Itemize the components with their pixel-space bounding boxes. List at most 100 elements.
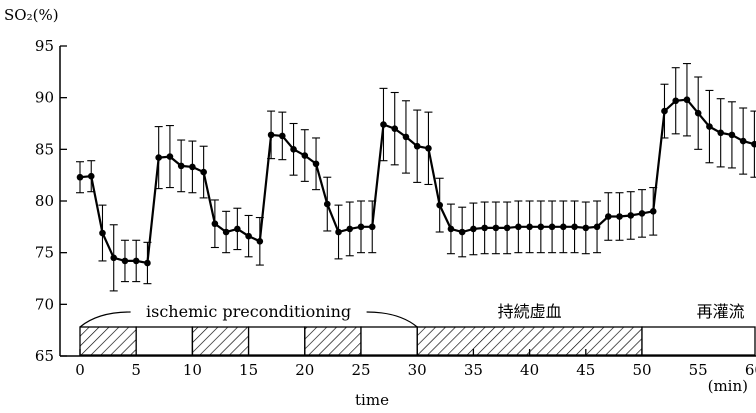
y-axis-label: SO₂(%) (4, 6, 59, 24)
data-point (661, 107, 668, 115)
x-tick-label: 15 (239, 361, 258, 379)
data-point (189, 163, 196, 171)
data-point (76, 173, 84, 181)
y-tick-label: 85 (35, 140, 54, 158)
data-point (683, 96, 691, 104)
data-point (144, 259, 151, 267)
data-points (76, 96, 756, 267)
x-tick-label: 10 (183, 361, 202, 379)
data-point (616, 213, 623, 220)
data-point (560, 223, 567, 231)
data-point (425, 145, 432, 152)
data-point (121, 257, 129, 265)
occlusion-segment (416, 326, 643, 356)
x-tick-label: 20 (295, 361, 314, 379)
x-tick-label: 50 (632, 361, 651, 379)
series-line (79, 98, 756, 265)
y-tick-label: 90 (35, 89, 54, 107)
data-point (380, 121, 387, 128)
data-point (571, 223, 578, 231)
x-tick-label: 55 (689, 361, 708, 379)
occlusion-segment (191, 326, 250, 356)
data-point (503, 224, 511, 232)
y-tick-label: 65 (35, 347, 54, 365)
x-axis-label: time (355, 391, 389, 409)
data-point (312, 160, 320, 168)
x-tick-label: 30 (408, 361, 427, 379)
data-point (234, 225, 241, 233)
data-point (99, 229, 106, 237)
data-point (413, 142, 421, 150)
data-point (132, 257, 140, 265)
data-point (256, 238, 264, 245)
data-point (751, 140, 756, 148)
data-point (402, 133, 410, 141)
occlusion-segment (79, 326, 137, 356)
x-tick-label: 60 (745, 361, 756, 379)
x-tick-label: 45 (576, 361, 595, 379)
x-tick-label: 0 (75, 361, 85, 379)
data-point (548, 223, 556, 231)
data-point (627, 212, 635, 219)
data-point (649, 208, 657, 215)
y-tick-label: 80 (35, 192, 54, 210)
data-point (177, 162, 185, 170)
data-point (110, 254, 118, 262)
data-point (290, 146, 297, 153)
protocol-bar: ischemic preconditioning 持続虚血 再灌流 (79, 302, 756, 356)
reperfusion-segment (247, 326, 306, 356)
data-point (717, 129, 724, 137)
data-point (739, 137, 747, 145)
data-point (526, 223, 533, 231)
x-tick-label: 25 (351, 361, 370, 379)
data-point (458, 228, 466, 236)
protocol-label: 再灌流 (697, 302, 745, 321)
data-point (706, 123, 713, 130)
x-tick-label: 40 (520, 361, 539, 379)
data-point (582, 224, 590, 232)
data-point (391, 125, 399, 132)
data-point (604, 213, 612, 220)
data-point (481, 224, 488, 232)
data-point (638, 210, 646, 217)
bracket-right (366, 311, 418, 328)
data-point (368, 223, 376, 231)
y-tick-label: 75 (35, 244, 54, 262)
data-point (155, 154, 162, 161)
y-tick-label: 70 (35, 295, 54, 313)
data-point (211, 220, 219, 228)
data-point (200, 168, 207, 176)
data-point (245, 232, 252, 240)
x-axis-unit: (min) (708, 377, 748, 395)
reperfusion-segment (135, 326, 194, 356)
data-point (694, 109, 702, 117)
data-point (357, 223, 365, 231)
data-point (728, 131, 736, 139)
data-point (537, 223, 545, 231)
data-point (447, 225, 455, 233)
data-point (436, 201, 443, 209)
protocol-label: ischemic preconditioning (146, 302, 351, 321)
y-ticks: 65 70 75 80 85 90 95 (35, 37, 67, 365)
data-point (279, 132, 286, 140)
bracket-left (79, 311, 131, 328)
error-bars (76, 63, 756, 292)
data-point (335, 228, 342, 236)
data-point (470, 225, 477, 233)
reperfusion-segment (641, 326, 756, 356)
protocol-label: 持続虚血 (498, 302, 562, 321)
x-tick-label: 35 (464, 361, 483, 379)
reperfusion-segment (360, 326, 418, 356)
data-point (166, 153, 174, 160)
data-point (672, 97, 680, 105)
data-point (301, 152, 309, 159)
data-point (593, 223, 601, 231)
data-point (492, 224, 500, 232)
occlusion-segment (304, 326, 362, 356)
data-point (87, 172, 95, 180)
data-point (323, 200, 331, 208)
x-tick-label: 5 (131, 361, 141, 379)
data-point (222, 228, 230, 236)
data-point (267, 131, 275, 139)
